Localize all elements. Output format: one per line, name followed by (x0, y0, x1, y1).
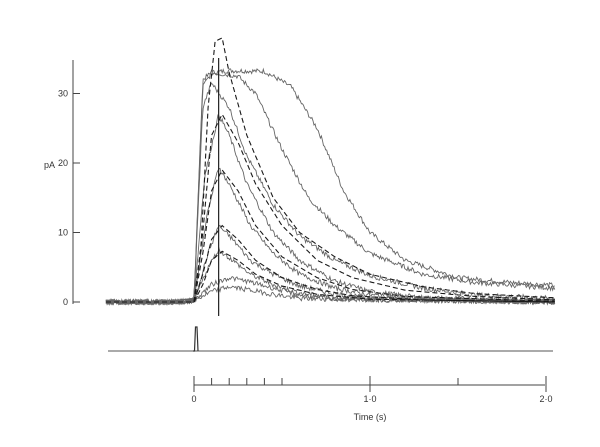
y-tick-label: 0 (63, 297, 68, 307)
dashed-fit-trace-11 (106, 168, 555, 303)
dashed-fit-trace-9 (106, 37, 555, 303)
flash-stimulus-pulse (193, 326, 199, 352)
y-tick-label: 30 (58, 89, 68, 99)
traces-layer (105, 37, 556, 307)
recorded-trace-2 (105, 83, 556, 306)
recorded-trace-0 (105, 67, 555, 306)
x-ticks: 0 1·0 2·0 (191, 376, 553, 404)
recorded-trace-3 (105, 114, 556, 306)
y-tick-label: 20 (58, 158, 68, 168)
recorded-trace-5 (105, 224, 555, 307)
x-tick-label: 0 (191, 394, 196, 404)
y-tick-label: 10 (58, 228, 68, 238)
x-axis-label: Time (s) (354, 412, 387, 422)
dashed-fit-trace-13 (106, 250, 555, 303)
x-tick-label: 2·0 (539, 394, 552, 404)
y-ticks: 0 10 20 30 (58, 89, 80, 307)
recorded-trace-8 (105, 285, 556, 306)
dashed-fit-trace-12 (106, 224, 555, 303)
x-tick-label: 1·0 (363, 394, 376, 404)
y-axis-label: pA (44, 160, 55, 170)
axes-layer (72, 58, 553, 386)
dashed-fit-trace-10 (106, 113, 555, 303)
recorded-trace-1 (105, 68, 556, 306)
